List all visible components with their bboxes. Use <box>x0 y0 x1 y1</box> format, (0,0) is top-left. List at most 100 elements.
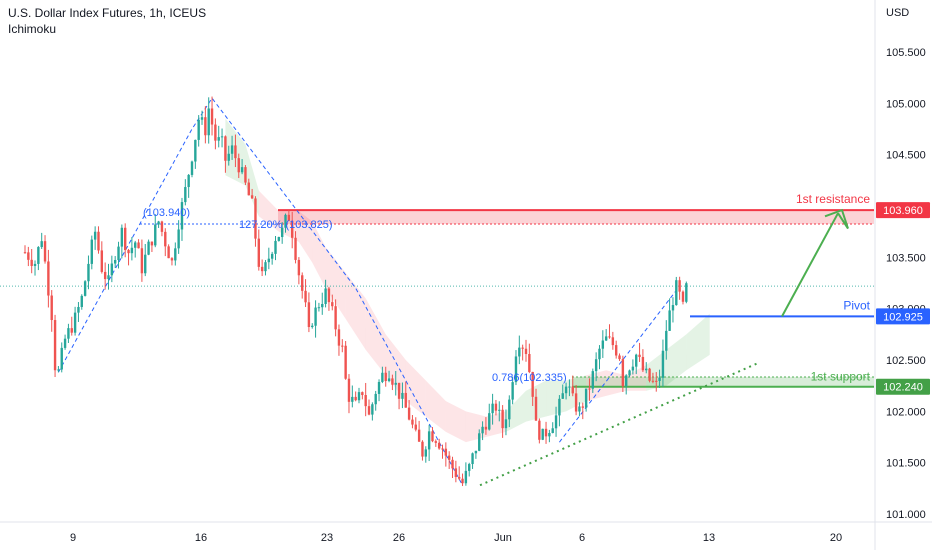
candle-body <box>641 356 645 371</box>
candle-body <box>140 248 144 274</box>
y-tick-label: 105.500 <box>886 47 926 59</box>
candle-body <box>411 419 414 425</box>
candle-body <box>47 261 50 296</box>
candle-body <box>404 392 407 408</box>
candle-body <box>270 253 274 259</box>
candle-body <box>564 386 568 394</box>
resistance-zone <box>278 210 874 224</box>
ichimoku-cloud-segment <box>465 411 486 443</box>
candle-body <box>321 303 324 308</box>
candle-body <box>498 409 501 411</box>
candle-body <box>514 356 518 383</box>
candle-body <box>297 259 301 276</box>
fib-label: (103.940) <box>143 207 190 219</box>
y-tick-label: 103.500 <box>886 252 926 264</box>
candle-body <box>387 378 391 382</box>
fib-label: 127.20% (103.825) <box>239 219 333 231</box>
candle-body <box>43 241 47 262</box>
candle-body <box>437 442 441 449</box>
candle-body <box>568 386 571 388</box>
candle-body <box>421 441 424 457</box>
candle-body <box>204 117 207 136</box>
candle-body <box>618 355 621 360</box>
candle-body <box>57 369 60 371</box>
candle-body <box>287 214 291 221</box>
candle-body <box>374 393 377 405</box>
resistance-text-label: 1st resistance <box>796 192 870 206</box>
candle-body <box>394 382 397 385</box>
ichimoku-cloud-segment <box>405 360 426 417</box>
candle-body <box>167 246 170 259</box>
y-tick-label: 101.000 <box>886 509 926 521</box>
candle-body <box>304 290 307 303</box>
candle-body <box>584 388 588 408</box>
candle-body <box>578 406 581 412</box>
support-zone <box>572 376 874 387</box>
candle-body <box>277 237 281 241</box>
candle-body <box>424 449 427 457</box>
candle-body <box>247 182 250 196</box>
candle-body <box>93 231 97 240</box>
support-trendline <box>479 362 759 487</box>
candle-body <box>494 403 498 411</box>
candle-body <box>521 347 524 349</box>
candle-body <box>598 348 601 360</box>
candle-body <box>210 108 214 125</box>
projection-arrow-tail <box>837 212 849 230</box>
candle-body <box>83 281 87 296</box>
candle-body <box>257 238 260 267</box>
candle-body <box>100 250 104 272</box>
x-tick-label: 6 <box>579 532 585 544</box>
candle-body <box>354 396 357 401</box>
y-tick-label: 101.500 <box>886 458 926 470</box>
candle-body <box>481 426 484 434</box>
candle-body <box>518 347 521 357</box>
y-tick-label: 102.000 <box>886 406 926 418</box>
candle-body <box>33 263 37 266</box>
ichimoku-cloud-segment <box>425 380 446 432</box>
candle-body <box>117 246 120 261</box>
candle-body <box>334 306 337 330</box>
candle-body <box>170 258 174 261</box>
y-tick-label: 104.500 <box>886 150 926 162</box>
candle-body <box>651 380 655 382</box>
candle-body <box>260 266 264 272</box>
candle-body <box>678 280 681 292</box>
candle-body <box>124 227 127 251</box>
candle-body <box>23 252 27 254</box>
x-tick-label: 9 <box>70 532 76 544</box>
candle-body <box>508 399 511 420</box>
candle-body <box>157 221 160 225</box>
y-tick-label: 102.500 <box>886 355 926 367</box>
pivot-text-label: Pivot <box>843 298 870 312</box>
candle-body <box>73 312 77 333</box>
candle-body <box>551 428 554 433</box>
candle-body <box>244 167 247 183</box>
candle-body <box>685 283 688 302</box>
ichimoku-cloud-segment <box>586 370 607 402</box>
candle-body <box>150 241 154 246</box>
candle-body <box>474 450 478 454</box>
candle-body <box>27 252 30 260</box>
candle-body <box>444 448 448 456</box>
ichimoku-cloud-segment <box>505 390 526 432</box>
candle-body <box>548 432 551 437</box>
candle-body <box>341 345 344 347</box>
ichimoku-cloud-segment <box>312 221 326 289</box>
candle-body <box>671 305 675 311</box>
x-tick-label: 16 <box>195 532 207 544</box>
candle-body <box>561 393 564 399</box>
price-badge <box>876 308 930 325</box>
candle-body <box>588 388 591 390</box>
candle-body <box>177 229 180 249</box>
candle-body <box>451 459 454 469</box>
candle-body <box>147 241 150 255</box>
price-badge <box>876 202 930 219</box>
candle-body <box>554 415 558 429</box>
candle-body <box>454 468 458 477</box>
ichimoku-cloud-segment <box>666 334 687 386</box>
candle-body <box>164 231 167 247</box>
candle-body <box>491 403 494 414</box>
